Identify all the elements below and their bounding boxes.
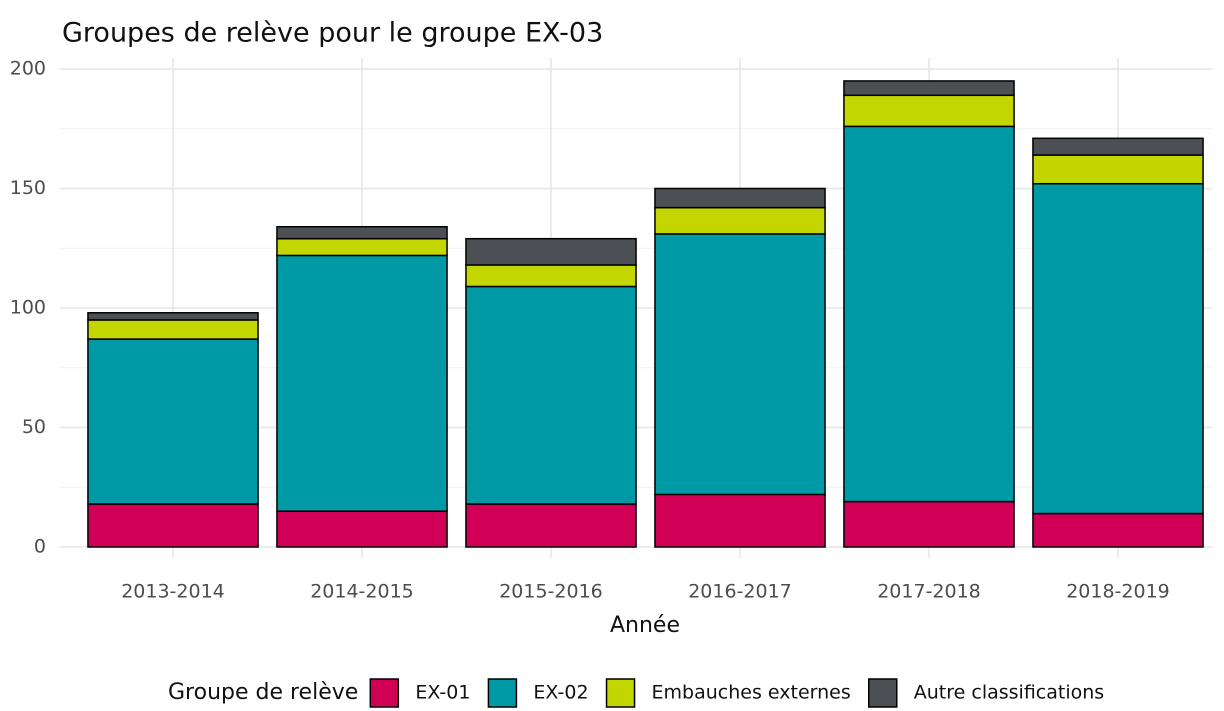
bar-segment <box>843 94 1015 128</box>
bar-segment <box>654 206 826 235</box>
y-tick-label: 100 <box>10 297 46 319</box>
legend-swatch <box>605 678 636 708</box>
x-tick-label: 2013-2014 <box>121 581 225 603</box>
x-tick-label: 2018-2019 <box>1066 581 1170 603</box>
bar-segment <box>654 233 826 496</box>
bar-segment <box>87 338 259 505</box>
x-tick-label: 2017-2018 <box>877 581 981 603</box>
bar-segment <box>87 312 259 321</box>
bar-segment <box>1032 182 1204 515</box>
bar-segment <box>654 187 826 209</box>
bar-segment <box>843 125 1015 503</box>
bar-segment <box>465 237 637 266</box>
bar-segment <box>465 285 637 505</box>
x-tick-label: 2016-2017 <box>688 581 792 603</box>
y-tick-label: 200 <box>10 58 46 80</box>
legend-label: EX-01 <box>415 682 470 704</box>
legend-label: Embauches externes <box>652 682 851 704</box>
bar-segment <box>87 319 259 340</box>
bar-segment <box>1032 137 1204 156</box>
bar-segment <box>1032 154 1204 185</box>
bar-segment <box>843 80 1015 97</box>
x-tick-label: 2015-2016 <box>499 581 603 603</box>
bar-segment <box>843 500 1015 548</box>
x-tick-label: 2014-2015 <box>310 581 414 603</box>
legend-swatch <box>868 678 898 708</box>
bar-segment <box>465 503 637 548</box>
y-tick-label: 150 <box>10 177 46 199</box>
bar-segment <box>276 510 448 548</box>
chart-title: Groupes de relève pour le groupe EX-03 <box>62 18 603 49</box>
legend-title: Groupe de relève <box>168 680 358 705</box>
bar-segment <box>1032 512 1204 548</box>
x-axis-label: Année <box>610 613 680 638</box>
bar-segment <box>654 493 826 548</box>
legend-label: Autre classifications <box>914 682 1104 704</box>
bar-segment <box>276 237 448 257</box>
legend-swatch <box>487 678 518 708</box>
y-tick-label: 0 <box>34 536 46 558</box>
y-tick-label: 50 <box>22 416 46 438</box>
legend-swatch <box>369 678 400 708</box>
bar-segment <box>276 254 448 512</box>
legend-label: EX-02 <box>533 682 588 704</box>
bar-segment <box>87 503 259 548</box>
bar-segment <box>276 225 448 240</box>
bar-segment <box>465 264 637 288</box>
